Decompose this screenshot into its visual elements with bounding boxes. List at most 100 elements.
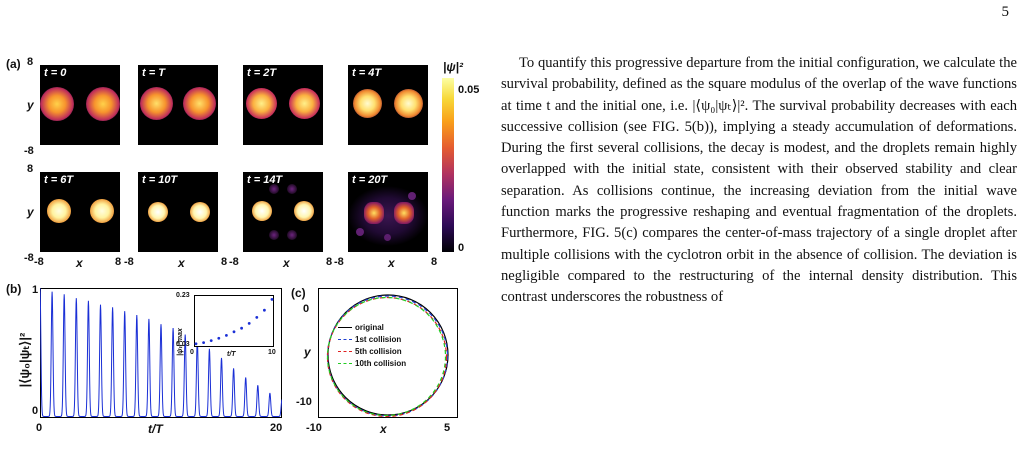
plot-frame bbox=[318, 288, 458, 418]
body-text-column: To quantify this progressive departure f… bbox=[501, 53, 1017, 309]
speckle bbox=[408, 192, 416, 200]
page-number: 5 bbox=[1001, 4, 1010, 20]
panel-b-letter: (b) bbox=[6, 282, 22, 296]
inset-point bbox=[255, 316, 259, 319]
tile-label: t = 10T bbox=[142, 174, 178, 186]
inset-plot bbox=[194, 295, 274, 347]
fragment bbox=[287, 230, 297, 240]
orbit-5th-collision bbox=[326, 296, 448, 418]
y-axis-label-row1: y bbox=[27, 98, 34, 112]
legend-entry-1st: 1st collision bbox=[338, 334, 406, 346]
inset-point bbox=[194, 342, 198, 346]
droplet-right bbox=[294, 201, 314, 221]
orbit-10th-collision bbox=[326, 296, 447, 417]
tile-label: t = 14T bbox=[247, 174, 283, 186]
tile-label: t = 2T bbox=[247, 67, 277, 79]
fragment-right bbox=[394, 202, 414, 224]
droplet-right bbox=[183, 87, 216, 120]
panel-b-ylabel: |⟨ψ₀|ψₜ⟩|² bbox=[17, 332, 32, 388]
plot-frame bbox=[40, 288, 282, 418]
droplet-left bbox=[252, 201, 272, 221]
colorbar bbox=[442, 78, 454, 252]
colorbar-max: 0.05 bbox=[458, 84, 480, 96]
legend-entry-10th: 10th collision bbox=[338, 358, 406, 370]
y-tick-bottom-row1: -8 bbox=[24, 145, 34, 157]
density-tile-t20T: t = 20T bbox=[348, 172, 428, 252]
tile-label: t = 20T bbox=[352, 174, 388, 186]
panel-c-xtick: -10 bbox=[306, 422, 322, 434]
droplet-left bbox=[148, 202, 168, 222]
speckle bbox=[384, 234, 391, 241]
legend-label: 5th collision bbox=[355, 347, 402, 356]
droplet-left bbox=[353, 89, 382, 118]
x-tick-right: 8 bbox=[115, 256, 122, 268]
density-tile-t14T: t = 14T bbox=[243, 172, 323, 252]
panel-a-letter: (a) bbox=[6, 57, 21, 71]
legend-swatch bbox=[338, 327, 352, 329]
panel-b-xlabel: t/T bbox=[148, 422, 163, 436]
droplet-right bbox=[86, 87, 120, 121]
droplet-left bbox=[47, 199, 71, 223]
fragment bbox=[269, 184, 279, 194]
inset-point bbox=[270, 298, 274, 301]
legend-entry-original: original bbox=[338, 322, 406, 334]
inset-point bbox=[217, 336, 221, 340]
fragment-left bbox=[364, 202, 384, 224]
x-axis-label: x bbox=[388, 256, 395, 270]
x-tick-right: 8 bbox=[431, 256, 438, 268]
survival-probability-plot bbox=[40, 288, 282, 418]
x-tick-right: 8 bbox=[326, 256, 333, 268]
inset-frame bbox=[194, 295, 274, 347]
trajectory-legend: original 1st collision 5th collision 10t… bbox=[338, 322, 406, 370]
droplet-left bbox=[246, 88, 277, 119]
x-tick-left: -8 bbox=[229, 256, 239, 268]
trajectory-plot bbox=[318, 288, 458, 418]
panel-c-xtick: 5 bbox=[444, 422, 451, 434]
droplet-left bbox=[140, 87, 173, 120]
colorbar-min: 0 bbox=[458, 242, 465, 254]
fragment bbox=[269, 230, 279, 240]
droplet-right bbox=[289, 88, 320, 119]
legend-label: 1st collision bbox=[355, 335, 402, 344]
speckle bbox=[356, 228, 364, 236]
inset-ytick: 0.03 bbox=[176, 341, 190, 348]
survival-probability-line bbox=[40, 288, 282, 417]
density-tile-t6T: t = 6T bbox=[40, 172, 120, 252]
y-tick-bottom-row2: -8 bbox=[24, 252, 34, 264]
droplet-right bbox=[394, 89, 423, 118]
legend-swatch bbox=[338, 351, 352, 353]
panel-b-ytick: 0 bbox=[32, 405, 39, 417]
inset-point bbox=[225, 334, 228, 337]
density-tile-t10T: t = 10T bbox=[138, 172, 218, 252]
tile-label: t = 4T bbox=[352, 67, 382, 79]
density-tile-tT: t = T bbox=[138, 65, 218, 145]
legend-swatch bbox=[338, 339, 352, 341]
tile-label: t = T bbox=[142, 67, 165, 79]
legend-entry-5th: 5th collision bbox=[338, 346, 406, 358]
inset-point bbox=[202, 341, 205, 344]
legend-label: 10th collision bbox=[355, 359, 407, 368]
panel-c-ytick: 0 bbox=[303, 303, 310, 315]
panel-c-xlabel: x bbox=[380, 422, 387, 436]
droplet-right bbox=[90, 199, 114, 223]
x-axis-label: x bbox=[76, 256, 83, 270]
x-tick-left: -8 bbox=[34, 256, 44, 268]
y-tick-top-row1: 8 bbox=[27, 56, 34, 68]
legend-label: original bbox=[355, 323, 384, 332]
x-axis-label: x bbox=[283, 256, 290, 270]
density-tile-t0: t = 0 bbox=[40, 65, 120, 145]
inset-xlabel: t/T bbox=[227, 351, 236, 358]
inset-point bbox=[247, 322, 251, 325]
x-tick-right: 8 bbox=[221, 256, 228, 268]
panel-b-xtick: 20 bbox=[270, 422, 283, 434]
inset-xtick: 10 bbox=[268, 349, 276, 356]
inset-point bbox=[263, 308, 266, 312]
panel-b-xtick: 0 bbox=[36, 422, 43, 434]
droplet-left bbox=[40, 87, 74, 121]
density-tile-t4T: t = 4T bbox=[348, 65, 428, 145]
panel-c-ytick: -10 bbox=[296, 396, 312, 408]
body-paragraph: To quantify this progressive departure f… bbox=[501, 55, 1017, 306]
colorbar-label: |ψ|² bbox=[443, 60, 463, 74]
inset-point bbox=[232, 330, 236, 334]
y-axis-label-row2: y bbox=[27, 205, 34, 219]
